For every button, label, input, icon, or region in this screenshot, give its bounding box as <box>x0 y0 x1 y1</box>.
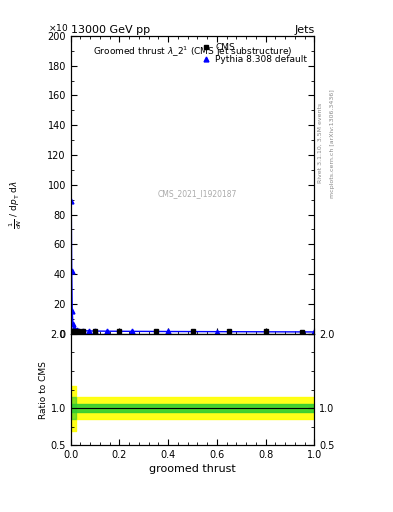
CMS <box>93 328 97 334</box>
Pythia 8.308 default <box>166 328 171 334</box>
CMS <box>81 328 85 334</box>
Pythia 8.308 default <box>74 327 79 333</box>
Pythia 8.308 default <box>215 329 219 335</box>
Pythia 8.308 default <box>72 325 76 331</box>
Text: CMS_2021_I1920187: CMS_2021_I1920187 <box>158 189 237 198</box>
Pythia 8.308 default <box>69 198 73 204</box>
Pythia 8.308 default <box>73 327 77 333</box>
Pythia 8.308 default <box>263 329 268 335</box>
Pythia 8.308 default <box>312 329 317 335</box>
Legend: CMS, Pythia 8.308 default: CMS, Pythia 8.308 default <box>198 40 310 67</box>
Pythia 8.308 default <box>129 328 134 334</box>
Pythia 8.308 default <box>105 328 110 334</box>
Text: Rivet 3.1.10, 3.5M events: Rivet 3.1.10, 3.5M events <box>318 103 323 183</box>
CMS <box>70 328 75 334</box>
Pythia 8.308 default <box>69 268 74 274</box>
CMS <box>117 328 122 334</box>
CMS <box>300 329 305 335</box>
Pythia 8.308 default <box>86 328 91 334</box>
CMS <box>154 328 158 334</box>
CMS <box>263 328 268 334</box>
CMS <box>69 328 74 334</box>
Pythia 8.308 default <box>93 328 97 334</box>
CMS <box>73 328 78 334</box>
Text: Jets: Jets <box>294 25 314 35</box>
Text: $\frac{1}{\mathrm{d}N}$ / $\mathrm{d}p_{\mathrm{T}}$ $\mathrm{d}\lambda$: $\frac{1}{\mathrm{d}N}$ / $\mathrm{d}p_{… <box>7 180 24 229</box>
Pythia 8.308 default <box>70 308 75 314</box>
Line: CMS: CMS <box>70 329 304 334</box>
Text: mcplots.cern.ch [arXiv:1306.3436]: mcplots.cern.ch [arXiv:1306.3436] <box>330 89 334 198</box>
CMS <box>71 328 76 334</box>
Text: 13000 GeV pp: 13000 GeV pp <box>71 25 150 35</box>
CMS <box>227 328 231 334</box>
X-axis label: groomed thrust: groomed thrust <box>149 464 236 475</box>
Text: $\times10$: $\times10$ <box>48 22 68 33</box>
Y-axis label: Ratio to CMS: Ratio to CMS <box>39 360 48 418</box>
Pythia 8.308 default <box>71 321 75 327</box>
Pythia 8.308 default <box>77 328 82 334</box>
Text: Groomed thrust $\lambda\_2^1$ (CMS jet substructure): Groomed thrust $\lambda\_2^1$ (CMS jet s… <box>93 45 292 59</box>
CMS <box>76 328 81 334</box>
Pythia 8.308 default <box>81 328 85 334</box>
Line: Pythia 8.308 default: Pythia 8.308 default <box>69 199 317 334</box>
CMS <box>190 328 195 334</box>
